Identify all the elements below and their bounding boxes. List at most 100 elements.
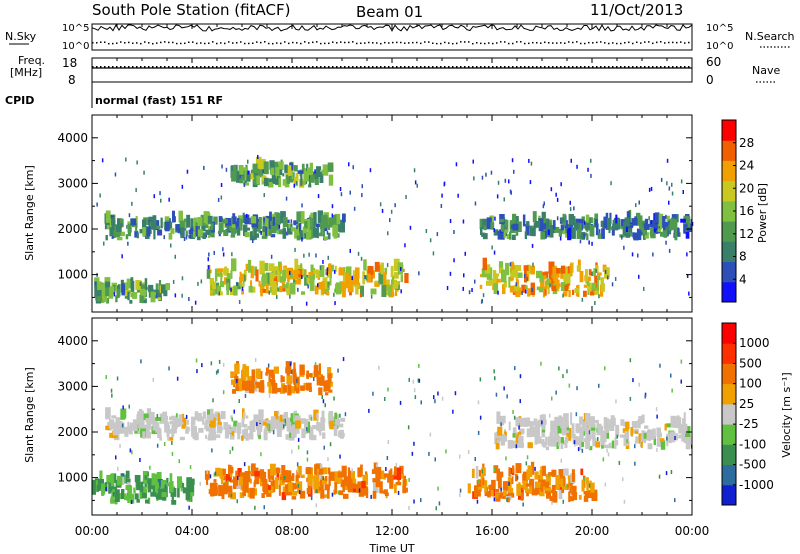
data-cell [620,219,625,227]
data-cell [110,496,113,504]
data-cell [209,269,212,274]
data-cell [241,286,244,291]
data-cell [657,228,661,233]
data-cell [329,273,332,286]
data-cell [409,225,412,230]
nave-dot [192,66,194,68]
data-cell [671,191,674,196]
data-cell [327,373,332,384]
data-cell [259,419,261,424]
noise-search-dot [624,41,626,44]
noise-search-dot [128,41,130,44]
nave-dot [396,66,398,68]
data-cell [345,272,349,282]
noise-search-dot [240,41,242,43]
data-cell [338,220,343,232]
data-cell [324,476,328,482]
data-cell [543,201,545,206]
data-cell [390,279,395,288]
noise-search-dot [468,41,470,43]
station-title: South Pole Station (fitACF) [92,1,290,19]
data-cell [349,470,352,483]
data-cell [279,414,284,428]
colorbar-tick-label: -25 [739,417,759,431]
data-cell [552,426,558,431]
data-cell [499,416,505,426]
data-cell [541,438,545,447]
data-cell [632,234,639,240]
data-cell [580,234,584,239]
data-cell [258,217,262,229]
date-title: 11/Oct/2013 [590,1,683,19]
data-cell [157,229,163,236]
data-cell [482,233,488,240]
data-cell [248,432,254,440]
data-cell [670,433,673,439]
data-cell [455,162,458,167]
data-cell [306,277,311,284]
data-cell [322,467,328,475]
data-cell [527,442,533,449]
data-cell [222,475,228,481]
data-cell [317,373,321,377]
data-cell [386,263,389,268]
data-cell [322,277,328,289]
data-cell [522,474,528,484]
data-cell [586,482,589,493]
y-tick-label: 1000 [57,268,88,282]
data-cell [228,464,231,475]
data-cell [413,499,415,504]
data-cell [168,232,173,240]
data-cell [265,418,269,432]
noise-search-dot [612,42,614,44]
noise-search-dot [316,41,318,43]
data-cell [220,281,225,288]
data-cell [130,500,133,504]
data-cell [554,430,559,442]
data-cell [481,268,488,278]
data-cell [653,436,656,446]
data-cell [562,293,564,298]
data-cell [277,230,280,235]
data-cell [159,429,162,441]
data-cell [236,171,240,183]
data-cell [116,376,119,381]
data-cell [105,407,111,420]
data-cell [301,275,303,279]
data-cell [549,283,551,288]
data-cell [601,228,605,239]
data-cell [399,400,402,405]
noise-search-dot [668,41,670,44]
data-cell [181,293,183,298]
data-cell [508,467,511,477]
data-cell [318,363,321,375]
x-tick-label: 00:00 [75,524,110,538]
data-cell [226,273,231,283]
data-cell [318,282,324,290]
nave-dot [536,66,538,68]
data-cell [678,426,684,434]
data-cell [493,497,496,502]
data-cell [172,417,178,429]
data-cell [300,174,303,186]
data-cell [366,487,369,499]
data-cell [164,484,167,489]
data-cell [463,273,465,278]
data-cell [517,221,522,232]
data-cell [394,272,399,279]
data-cell [527,288,531,297]
colorbar-tick-label: 1000 [739,336,770,350]
data-cell [590,482,595,493]
data-cell [207,265,210,270]
data-cell [259,260,265,274]
data-cell [609,419,615,431]
data-cell [388,470,392,477]
beam-title: Beam 01 [356,3,423,21]
noise-search-dot [124,42,126,44]
data-cell [220,195,223,200]
data-cell [280,264,283,271]
nave-dot [348,66,350,68]
data-cell [277,270,280,282]
data-cell [623,221,626,231]
data-cell [405,195,407,199]
